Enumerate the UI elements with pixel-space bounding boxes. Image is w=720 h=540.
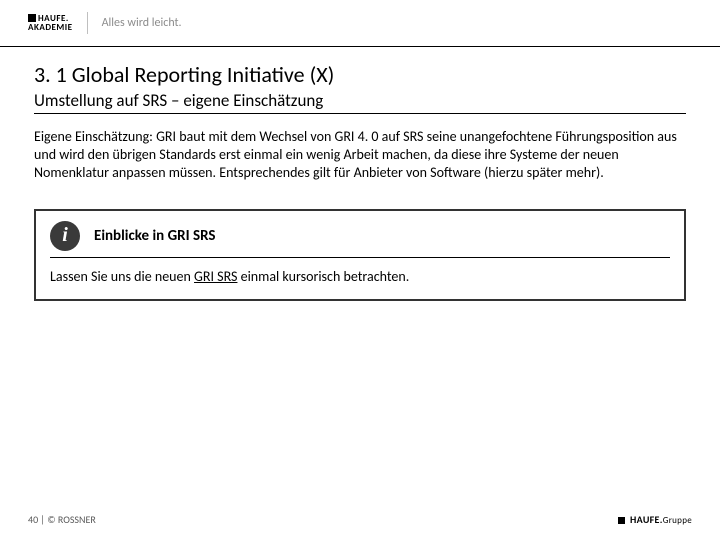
tagline: Alles wird leicht. bbox=[102, 16, 182, 30]
body-text: Eigene Einschätzung: GRI baut mit dem We… bbox=[34, 128, 686, 183]
slide: HAUFE. AKADEMIE Alles wird leicht. 3. 1 … bbox=[0, 0, 720, 540]
logo-line2: AKADEMIE bbox=[28, 23, 73, 32]
panel-body-link: GRI SRS bbox=[194, 268, 237, 285]
panel-body: Lassen Sie uns die neuen GRI SRS einmal … bbox=[36, 268, 684, 299]
page-subtitle: Umstellung auf SRS – eigene Einschätzung bbox=[34, 90, 686, 114]
panel-rule bbox=[50, 257, 670, 258]
info-icon: i bbox=[50, 221, 80, 251]
info-icon-glyph: i bbox=[62, 224, 68, 247]
panel-title: Einblicke in GRI SRS bbox=[94, 227, 215, 245]
panel-header: i Einblicke in GRI SRS bbox=[36, 211, 684, 257]
footer: 40 | © ROSSNER HAUFE.Gruppe bbox=[0, 513, 720, 526]
footer-left: 40 | © ROSSNER bbox=[28, 513, 96, 526]
header-divider bbox=[87, 12, 88, 34]
panel-body-suffix: einmal kursorisch betrachten. bbox=[237, 268, 409, 285]
panel-body-prefix: Lassen Sie uns die neuen bbox=[50, 268, 194, 285]
header: HAUFE. AKADEMIE Alles wird leicht. bbox=[0, 0, 720, 46]
footer-logo-text: HAUFE. bbox=[630, 513, 663, 526]
footer-author: ROSSNER bbox=[58, 513, 96, 526]
info-panel: i Einblicke in GRI SRS Lassen Sie uns di… bbox=[34, 209, 686, 301]
top-rule bbox=[0, 46, 720, 47]
footer-sep: | © bbox=[38, 513, 58, 526]
logo-haufe-akademie: HAUFE. AKADEMIE bbox=[28, 14, 73, 33]
footer-logo: HAUFE.Gruppe bbox=[618, 513, 692, 526]
page-title: 3. 1 Global Reporting Initiative (X) bbox=[34, 61, 686, 88]
page-number: 40 bbox=[28, 513, 38, 526]
content: 3. 1 Global Reporting Initiative (X) Ums… bbox=[0, 61, 720, 301]
footer-logo-suffix: Gruppe bbox=[663, 515, 692, 526]
